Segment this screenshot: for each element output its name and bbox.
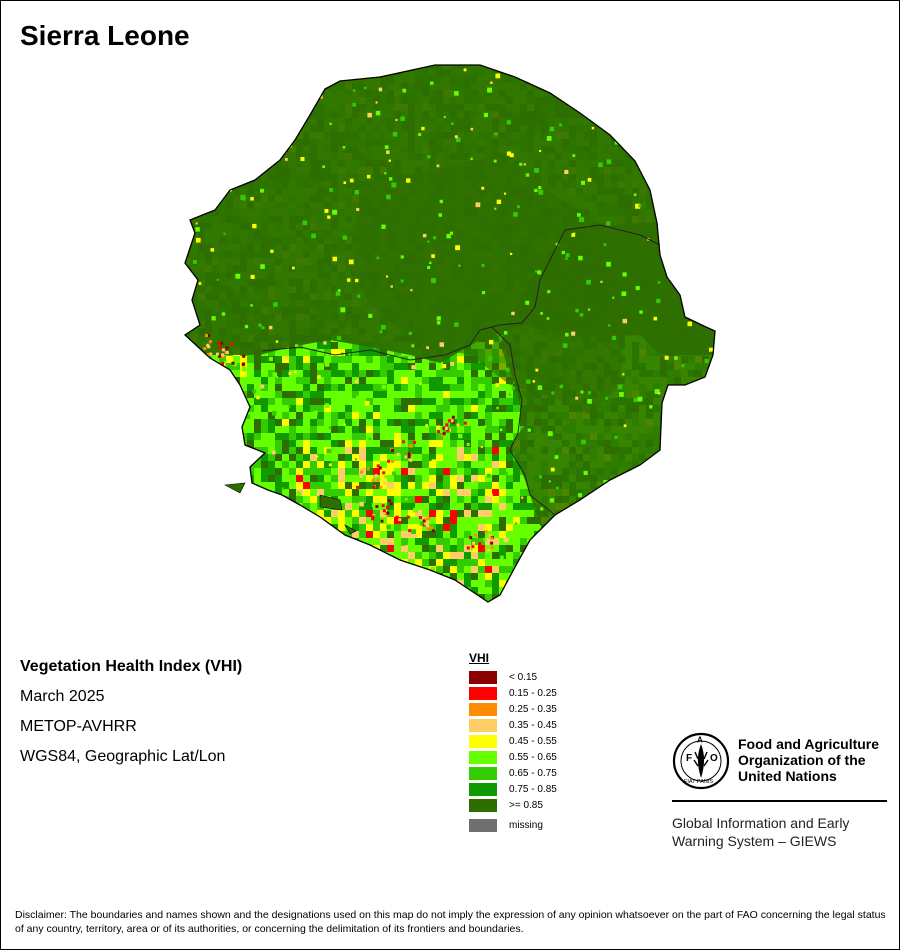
legend-swatch bbox=[469, 799, 497, 812]
legend-item: 0.45 - 0.55 bbox=[469, 734, 557, 750]
legend-label-missing: missing bbox=[509, 820, 543, 831]
legend-swatch bbox=[469, 751, 497, 764]
fao-name-line2: Organization of the bbox=[738, 752, 866, 768]
legend: VHI < 0.15 0.15 - 0.25 0.25 - 0.35 0.35 … bbox=[469, 651, 557, 834]
projection: WGS84, Geographic Lat/Lon bbox=[20, 748, 226, 765]
island-sherbro bbox=[319, 494, 343, 511]
legend-swatch bbox=[469, 703, 497, 716]
period: March 2025 bbox=[20, 688, 105, 705]
fao-name-line1: Food and Agriculture bbox=[738, 736, 880, 752]
legend-label: 0.25 - 0.35 bbox=[509, 704, 557, 715]
legend-label: 0.55 - 0.65 bbox=[509, 752, 557, 763]
map-title: Sierra Leone bbox=[20, 20, 190, 51]
legend-label: 0.75 - 0.85 bbox=[509, 784, 557, 795]
divider bbox=[672, 800, 887, 802]
legend-item: 0.65 - 0.75 bbox=[469, 766, 557, 782]
fao-emblem-motto: FIAT PANIS bbox=[684, 779, 713, 785]
legend-item: < 0.15 bbox=[469, 670, 537, 686]
legend-title: VHI bbox=[469, 651, 490, 665]
legend-swatch bbox=[469, 767, 497, 780]
index-name: Vegetation Health Index (VHI) bbox=[20, 658, 243, 675]
legend-label: 0.35 - 0.45 bbox=[509, 720, 557, 731]
disclaimer: Disclaimer: The boundaries and names sho… bbox=[15, 909, 886, 935]
legend-item: 0.35 - 0.45 bbox=[469, 718, 557, 734]
coastal-islands bbox=[223, 482, 357, 535]
vhi-map bbox=[184, 64, 716, 603]
legend-label: 0.65 - 0.75 bbox=[509, 768, 557, 779]
sensor: METOP-AVHRR bbox=[20, 718, 137, 735]
legend-label: 0.15 - 0.25 bbox=[509, 688, 557, 699]
legend-label: 0.45 - 0.55 bbox=[509, 736, 557, 747]
legend-label: >= 0.85 bbox=[509, 800, 543, 811]
legend-item: 0.55 - 0.65 bbox=[469, 750, 557, 766]
vhi-raster bbox=[185, 65, 715, 602]
province-boundary-north bbox=[261, 224, 661, 361]
legend-swatch bbox=[469, 687, 497, 700]
island-banana bbox=[223, 482, 246, 494]
legend-swatch-missing bbox=[469, 819, 497, 832]
giews-line2: Warning System – GIEWS bbox=[672, 833, 837, 849]
fao-name: Food and Agriculture Organization of the… bbox=[738, 736, 879, 784]
province-boundary-east bbox=[491, 326, 556, 516]
island-turtle bbox=[344, 524, 357, 535]
legend-item: 0.25 - 0.35 bbox=[469, 702, 557, 718]
legend-item: 0.15 - 0.25 bbox=[469, 686, 557, 702]
legend-label: < 0.15 bbox=[509, 672, 538, 683]
legend-swatch bbox=[469, 783, 497, 796]
legend-item: >= 0.85 bbox=[469, 798, 543, 814]
legend-swatch bbox=[469, 719, 497, 732]
legend-item: 0.75 - 0.85 bbox=[469, 782, 557, 798]
fao-name-line3: United Nations bbox=[738, 768, 837, 784]
legend-swatch bbox=[469, 735, 497, 748]
legend-item-missing: missing bbox=[469, 818, 543, 834]
giews-name: Global Information and Early Warning Sys… bbox=[672, 814, 888, 850]
giews-line1: Global Information and Early bbox=[672, 815, 850, 831]
fao-emblem-icon: F A O FIAT PANIS bbox=[672, 732, 730, 790]
map-info: Vegetation Health Index (VHI) March 2025… bbox=[20, 656, 242, 776]
legend-swatch bbox=[469, 671, 497, 684]
